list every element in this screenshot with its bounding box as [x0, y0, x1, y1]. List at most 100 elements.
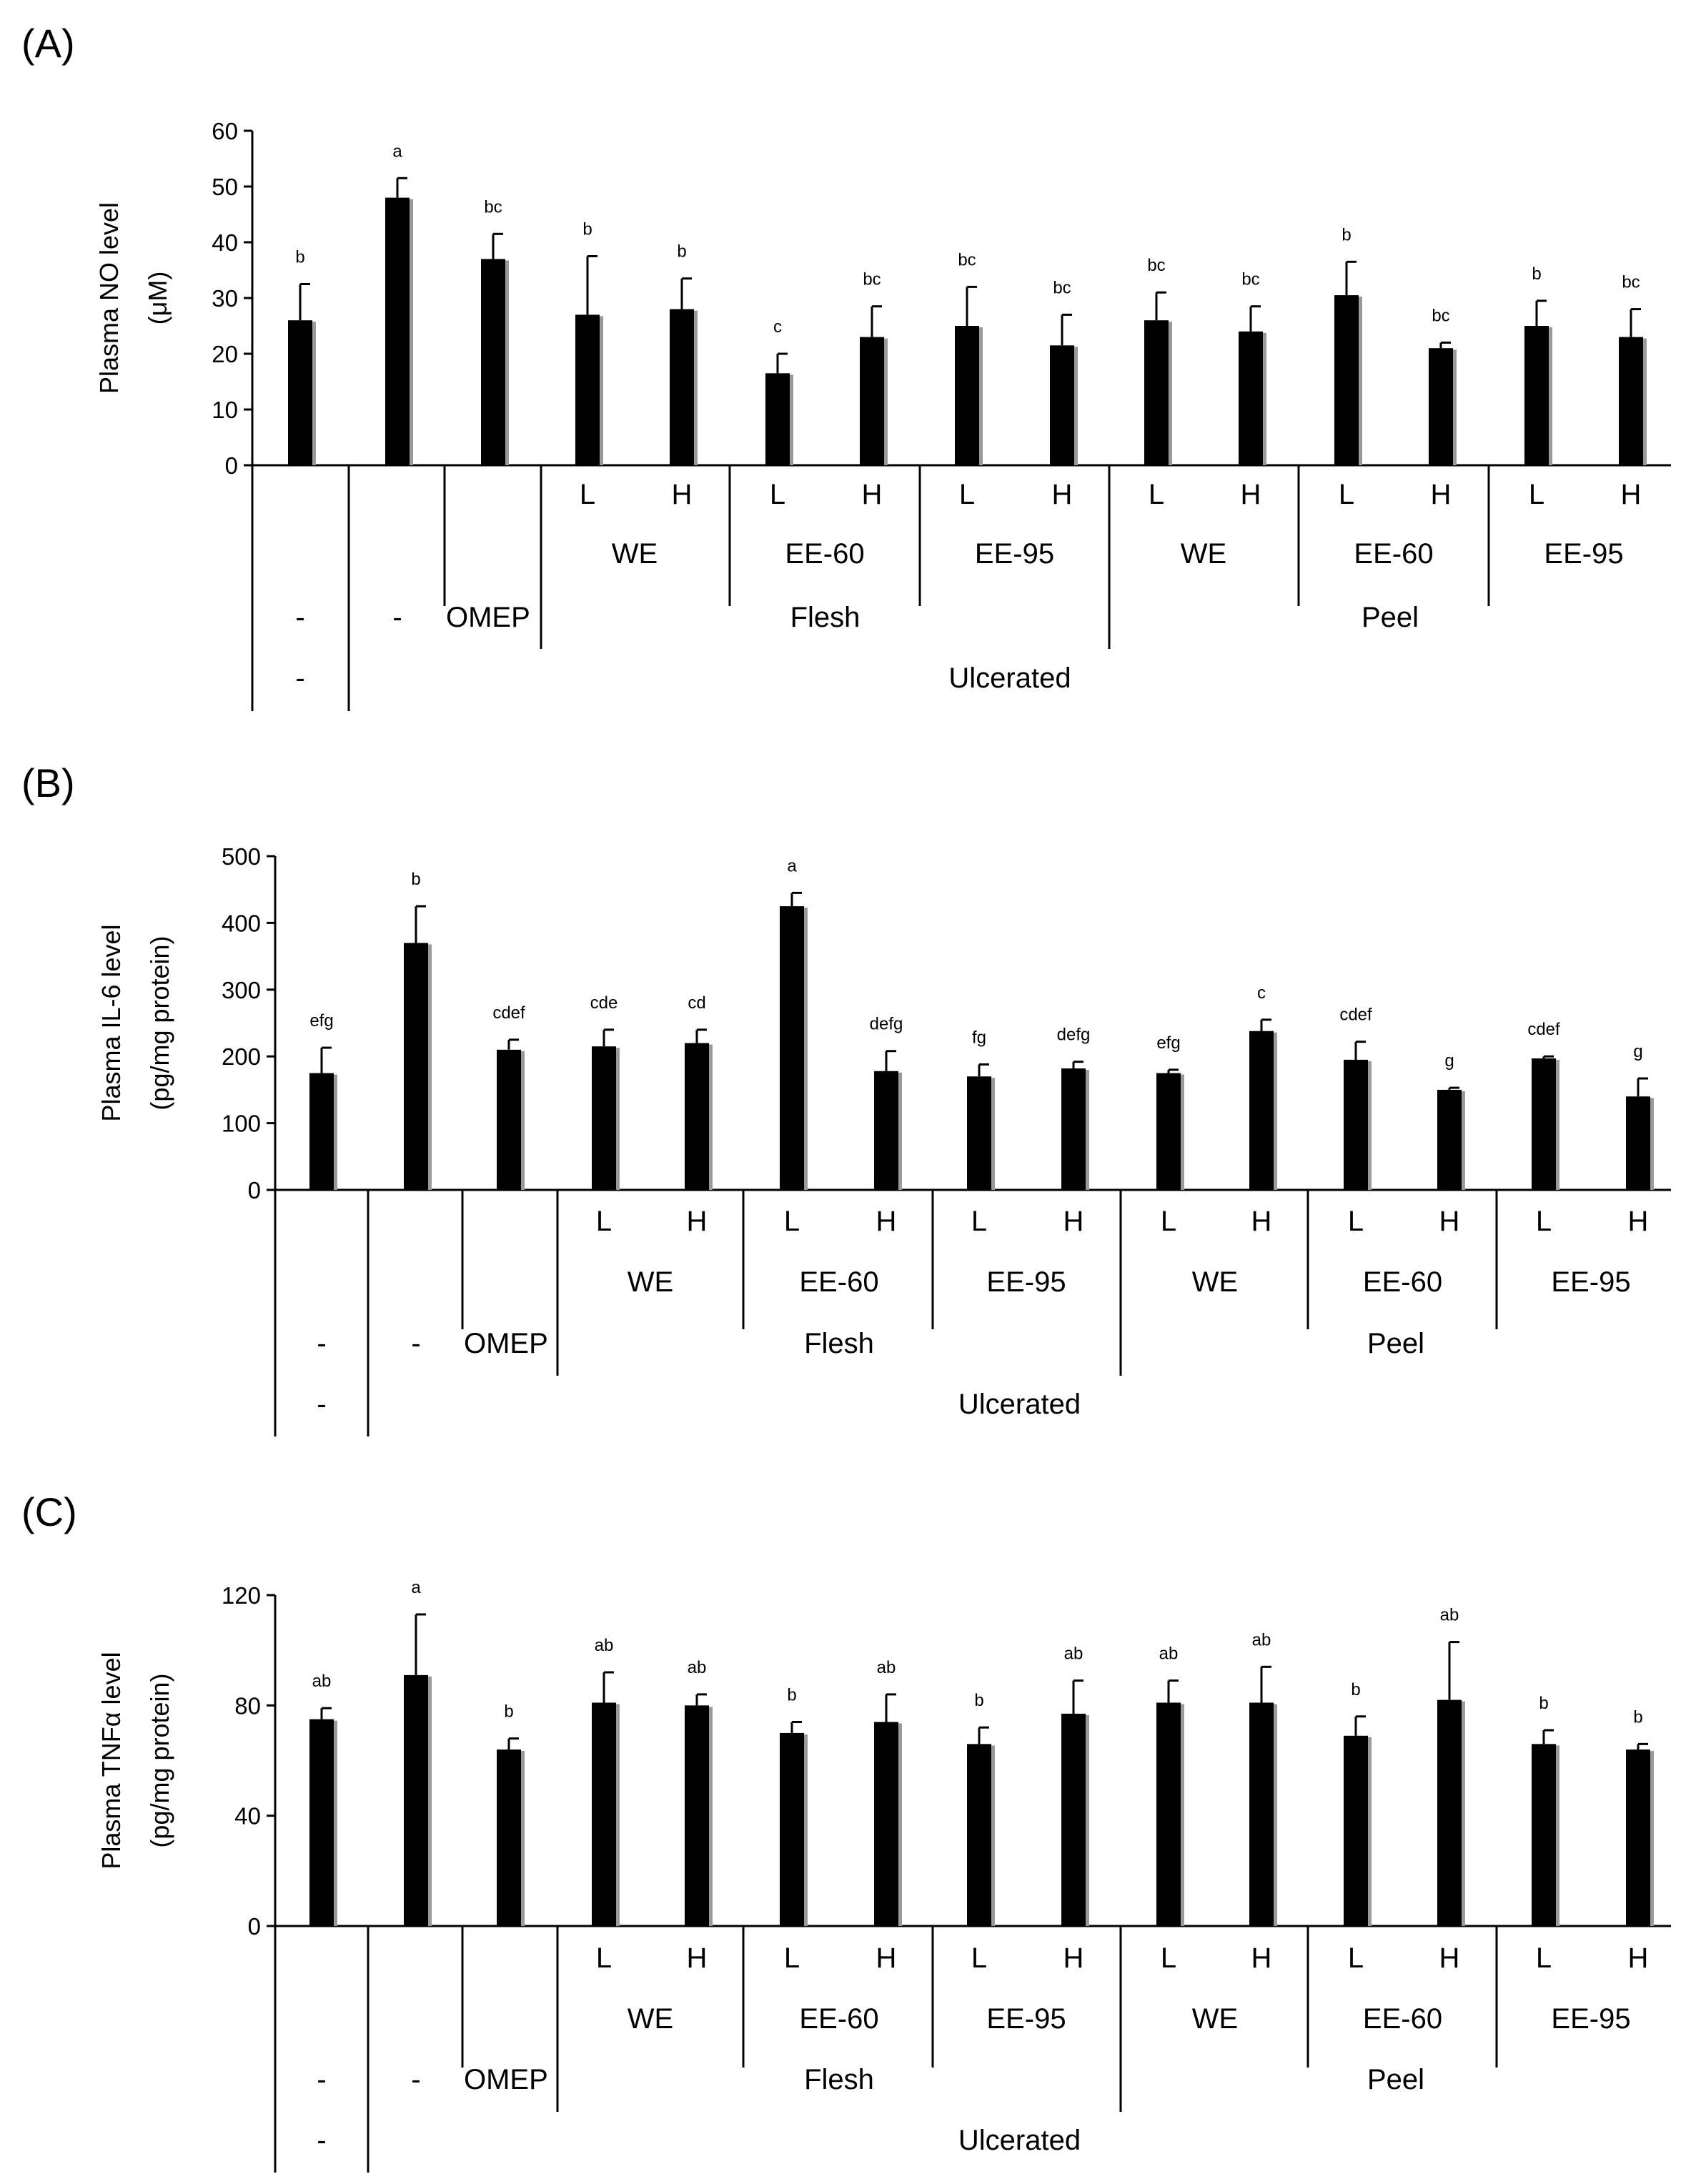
significance-letter: ab	[1440, 1606, 1459, 1625]
significance-letter: ab	[877, 1658, 896, 1677]
extract-label: EE-95	[986, 1266, 1066, 1298]
y-axis-label-unit: (pg/mg protein)	[145, 1673, 174, 1847]
extract-label: EE-95	[986, 2003, 1066, 2035]
bar	[685, 1705, 709, 1926]
y-tick-label: 300	[222, 977, 261, 1003]
dose-label: H	[672, 479, 693, 510]
dose-label: L	[1536, 1942, 1552, 1974]
bar	[780, 906, 804, 1190]
significance-letter: cd	[688, 993, 705, 1013]
bar	[385, 197, 410, 465]
dose-label: L	[971, 1206, 987, 1237]
significance-letter: ab	[595, 1636, 614, 1655]
significance-letter: bc	[484, 197, 502, 217]
source-normal-label: -	[317, 1328, 326, 1359]
significance-letter: bc	[1053, 278, 1071, 297]
bar	[1524, 326, 1549, 465]
dose-label: L	[1348, 1206, 1364, 1237]
ulcer-normal-label: -	[317, 2125, 326, 2156]
significance-letter: ab	[688, 1658, 707, 1677]
bar	[1344, 1059, 1368, 1190]
dose-label: H	[1439, 1206, 1460, 1237]
source-peel-label: Peel	[1367, 1328, 1424, 1359]
significance-letter: c	[1257, 983, 1266, 1003]
bar	[1249, 1702, 1274, 1926]
dose-label: H	[1063, 1942, 1084, 1974]
dose-label: H	[876, 1206, 897, 1237]
bar	[1429, 348, 1453, 465]
bar	[497, 1749, 521, 1926]
extract-label: EE-60	[1354, 538, 1433, 570]
significance-letter: b	[1532, 264, 1541, 284]
bar	[1061, 1068, 1086, 1190]
source-normal-label: -	[317, 2064, 326, 2095]
y-tick-label: 400	[222, 910, 261, 936]
source-omep-label: OMEP	[446, 602, 530, 633]
y-tick-label: 40	[212, 229, 238, 256]
significance-letter: b	[974, 1691, 983, 1710]
dose-label: L	[784, 1206, 800, 1237]
dose-label: H	[1251, 1206, 1272, 1237]
significance-letter: g	[1633, 1042, 1642, 1061]
dose-label: H	[1621, 479, 1642, 510]
dose-label: L	[959, 479, 975, 510]
ulcer-group-label: Ulcerated	[958, 1389, 1081, 1420]
y-tick-label: 30	[212, 285, 238, 312]
dose-label: L	[1529, 479, 1544, 510]
source-flesh-label: Flesh	[804, 1328, 874, 1359]
dose-label: L	[580, 479, 595, 510]
significance-letter: ab	[312, 1672, 332, 1691]
dose-label: H	[1063, 1206, 1084, 1237]
dose-label: L	[1161, 1206, 1176, 1237]
bar	[1144, 320, 1169, 465]
extract-label: WE	[1192, 1266, 1238, 1298]
y-tick-label: 200	[222, 1043, 261, 1070]
significance-letter: efg	[309, 1011, 333, 1031]
bar	[765, 373, 790, 465]
source-flesh-label: Flesh	[804, 2064, 874, 2095]
source-control-label: -	[411, 1328, 420, 1359]
extract-label: WE	[612, 538, 658, 570]
extract-label: WE	[1181, 538, 1226, 570]
chart-panel-a: (A)Plasma NO level (μM)0102030405060babcb…	[21, 21, 1671, 711]
y-tick-label: 500	[222, 843, 261, 870]
significance-letter: efg	[1156, 1033, 1180, 1053]
dose-label: H	[862, 479, 883, 510]
bar	[1334, 295, 1359, 465]
significance-letter: b	[504, 1702, 513, 1722]
extract-label: EE-60	[785, 538, 864, 570]
bar	[685, 1043, 709, 1190]
dose-label: L	[971, 1942, 987, 1974]
significance-letter: b	[295, 248, 304, 267]
bar	[1050, 345, 1074, 465]
extract-label: EE-95	[1551, 1266, 1630, 1298]
y-axis-label: Plasma NO level	[94, 202, 124, 394]
chart-panel-c: (C) Plasma TNFα level (pg/mg protein) 0 40 80…	[21, 1489, 1671, 2173]
bar	[1344, 1735, 1368, 1926]
extract-label: EE-60	[1363, 1266, 1442, 1298]
significance-letter: ab	[1159, 1644, 1179, 1664]
significance-letter: b	[1633, 1707, 1642, 1727]
bar	[1156, 1702, 1181, 1926]
significance-letter: c	[773, 317, 782, 337]
y-tick-label: 0	[248, 1913, 261, 1940]
y-tick-label: 50	[212, 174, 238, 200]
significance-letter: bc	[1241, 270, 1259, 289]
panel-label: (A)	[21, 21, 75, 66]
dose-label: L	[1161, 1942, 1176, 1974]
bar	[1156, 1073, 1181, 1190]
significance-letter: b	[677, 242, 686, 262]
extract-label: WE	[628, 2003, 673, 2035]
dose-label: L	[1348, 1942, 1364, 1974]
bar	[592, 1046, 616, 1190]
bar	[860, 337, 884, 465]
significance-letter: defg	[870, 1015, 903, 1034]
bar	[1437, 1089, 1462, 1190]
bar	[1626, 1096, 1650, 1190]
bar	[309, 1073, 334, 1190]
significance-letter: bc	[863, 270, 881, 289]
bar	[1532, 1744, 1556, 1926]
bar	[1249, 1031, 1274, 1190]
dose-label: L	[596, 1206, 612, 1237]
dose-label: L	[596, 1942, 612, 1974]
